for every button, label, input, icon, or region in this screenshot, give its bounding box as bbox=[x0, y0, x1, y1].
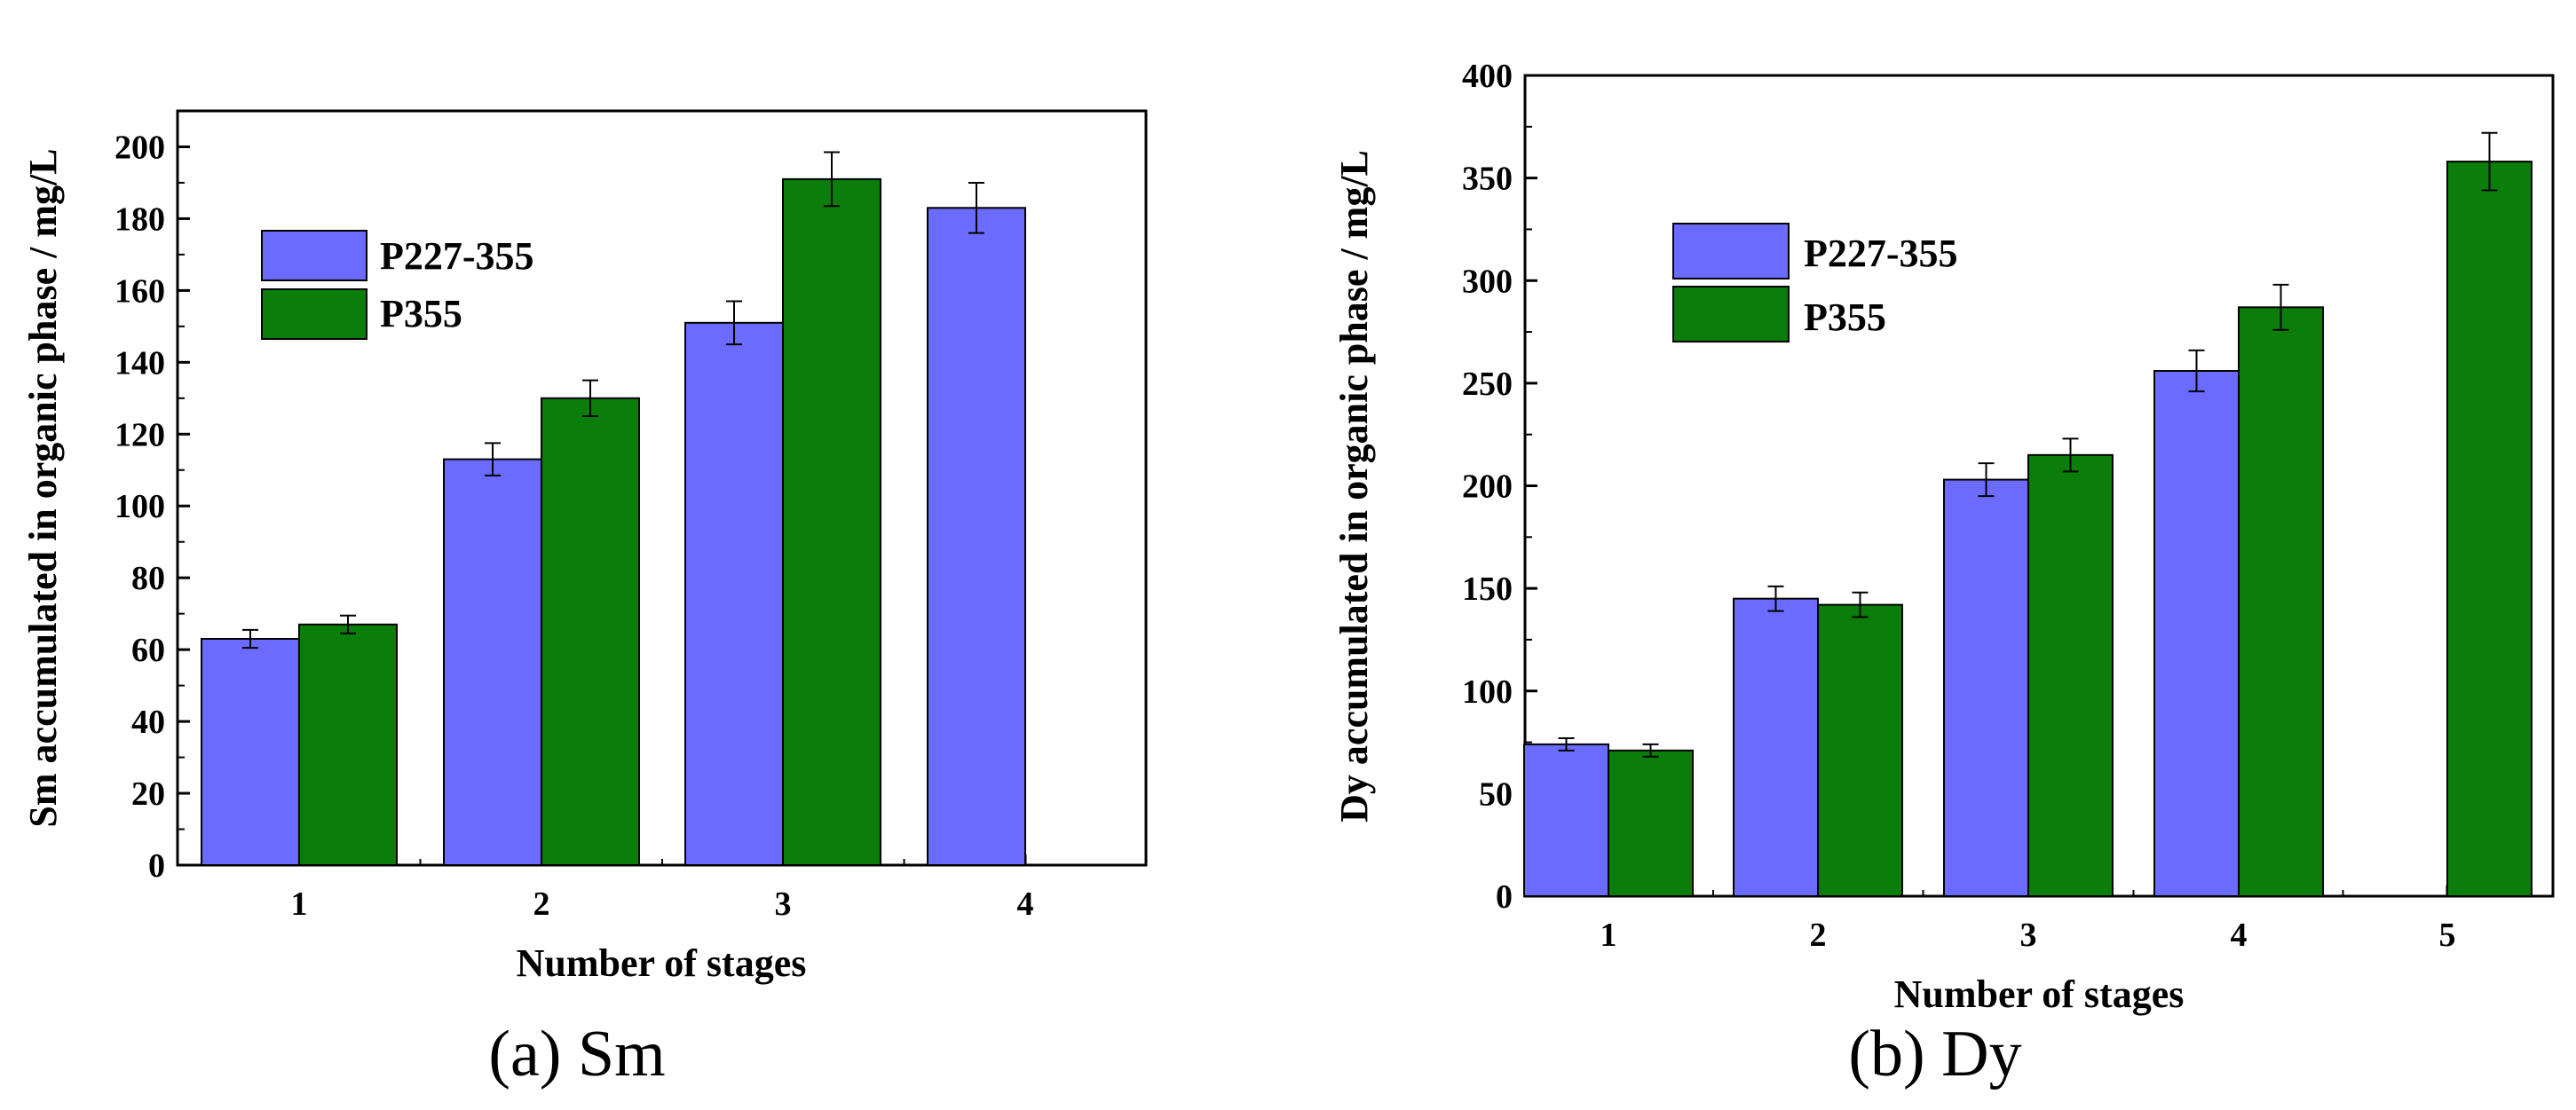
dy-bar-p227-355-stage-1 bbox=[1523, 743, 1609, 897]
dy-bar-p227-355-stage-2 bbox=[1733, 597, 1819, 897]
dy-y-tick-label: 300 bbox=[1462, 263, 1513, 300]
dy-y-tick-label: 50 bbox=[1479, 775, 1513, 813]
sm-y-tick-label: 0 bbox=[148, 847, 165, 885]
dy-bar-p355-stage-3 bbox=[2027, 453, 2114, 897]
sm-caption: (a) Sm bbox=[488, 1018, 665, 1090]
sm-y-axis-title: Sm accumulated in organic phase / mg/L bbox=[21, 148, 65, 827]
sm-x-axis-title: Number of stages bbox=[517, 941, 807, 985]
sm-bar-p227-355-stage-4 bbox=[927, 207, 1026, 867]
dy-x-tick-label: 2 bbox=[1810, 917, 1827, 954]
dy-caption: (b) Dy bbox=[1848, 1018, 2021, 1090]
sm-legend-swatch-p227-355 bbox=[261, 230, 367, 281]
sm-y-tick-label: 100 bbox=[115, 488, 165, 525]
dy-bar-p355-stage-5 bbox=[2446, 161, 2533, 897]
dy-x-tick-label: 3 bbox=[2020, 917, 2037, 954]
dy-legend-label-p355: P355 bbox=[1804, 295, 1886, 339]
dy-legend: P227-355 P355 bbox=[1672, 223, 1958, 342]
dy-legend-swatch-p227-355 bbox=[1672, 223, 1790, 279]
sm-legend-label-p227-355: P227-355 bbox=[380, 234, 534, 278]
sm-y-tick-label: 200 bbox=[115, 129, 165, 166]
dy-bar-p227-355-stage-3 bbox=[1943, 478, 2029, 897]
dy-y-tick-label: 200 bbox=[1462, 468, 1513, 506]
sm-x-tick-label: 4 bbox=[1017, 886, 1034, 923]
sm-x-tick-label: 2 bbox=[533, 886, 550, 923]
sm-bar-p355-stage-2 bbox=[541, 397, 640, 866]
dy-y-ticks: 0 50 100 150 200 250 300 350 400 bbox=[1462, 58, 1537, 916]
sm-bar-p227-355-stage-3 bbox=[684, 321, 784, 866]
dy-bars bbox=[1523, 161, 2533, 897]
sm-bar-p227-355-stage-1 bbox=[201, 638, 300, 866]
dy-y-axis-title: Dy accumulated in organic phase / mg/L bbox=[1332, 150, 1376, 823]
dy-y-tick-label: 100 bbox=[1462, 673, 1513, 711]
sm-y-tick-label: 180 bbox=[115, 201, 165, 238]
dy-bar-p355-stage-1 bbox=[1608, 749, 1694, 897]
sm-y-tick-label: 40 bbox=[131, 704, 165, 741]
sm-legend-label-p355: P355 bbox=[380, 292, 462, 335]
sm-x-ticks: 1 2 3 4 bbox=[291, 854, 1034, 923]
dy-y-tick-label: 0 bbox=[1496, 878, 1513, 916]
dy-legend-swatch-p355 bbox=[1672, 286, 1790, 342]
sm-bar-p355-stage-1 bbox=[298, 623, 398, 866]
dy-x-tick-label: 1 bbox=[1600, 917, 1617, 954]
dy-error-bars bbox=[1558, 131, 2498, 758]
sm-bars bbox=[201, 177, 1026, 867]
dy-y-tick-label: 350 bbox=[1462, 161, 1513, 198]
sm-bar-p355-stage-3 bbox=[782, 177, 881, 866]
sm-legend: P227-355 P355 bbox=[261, 230, 534, 340]
dy-x-tick-label: 5 bbox=[2439, 917, 2456, 954]
dy-legend-label-p227-355: P227-355 bbox=[1804, 232, 1958, 275]
sm-y-tick-label: 60 bbox=[131, 632, 165, 669]
sm-x-tick-label: 1 bbox=[291, 886, 308, 923]
sm-legend-swatch-p355 bbox=[261, 288, 367, 340]
sm-x-tick-label: 3 bbox=[775, 886, 792, 923]
sm-y-tick-label: 140 bbox=[115, 344, 165, 382]
dy-x-axis-title: Number of stages bbox=[1894, 972, 2185, 1016]
sm-y-tick-label: 80 bbox=[131, 560, 165, 597]
sm-y-tick-label: 20 bbox=[131, 775, 165, 813]
dy-bar-p355-stage-2 bbox=[1817, 603, 1903, 897]
sm-chart-panel: 0 20 40 60 80 100 120 140 160 180 200 1 2 3 4 P227-35… bbox=[21, 109, 1148, 1090]
dy-y-tick-label: 150 bbox=[1462, 571, 1513, 608]
dy-x-tick-label: 4 bbox=[2231, 917, 2248, 954]
dy-y-tick-label: 250 bbox=[1462, 366, 1513, 403]
sm-error-bars bbox=[242, 151, 984, 649]
sm-y-tick-label: 120 bbox=[115, 416, 165, 453]
dy-y-tick-label: 400 bbox=[1462, 58, 1513, 95]
sm-y-tick-label: 160 bbox=[115, 272, 165, 310]
sm-y-ticks: 0 20 40 60 80 100 120 140 160 180 200 bbox=[115, 129, 190, 885]
dy-bar-p355-stage-4 bbox=[2238, 306, 2324, 897]
dy-chart-panel: 0 50 100 150 200 250 300 350 400 1 2 3 4 5 P227-355 … bbox=[1332, 58, 2555, 1090]
sm-bar-p227-355-stage-2 bbox=[443, 458, 542, 866]
dy-bar-p227-355-stage-4 bbox=[2153, 370, 2240, 897]
